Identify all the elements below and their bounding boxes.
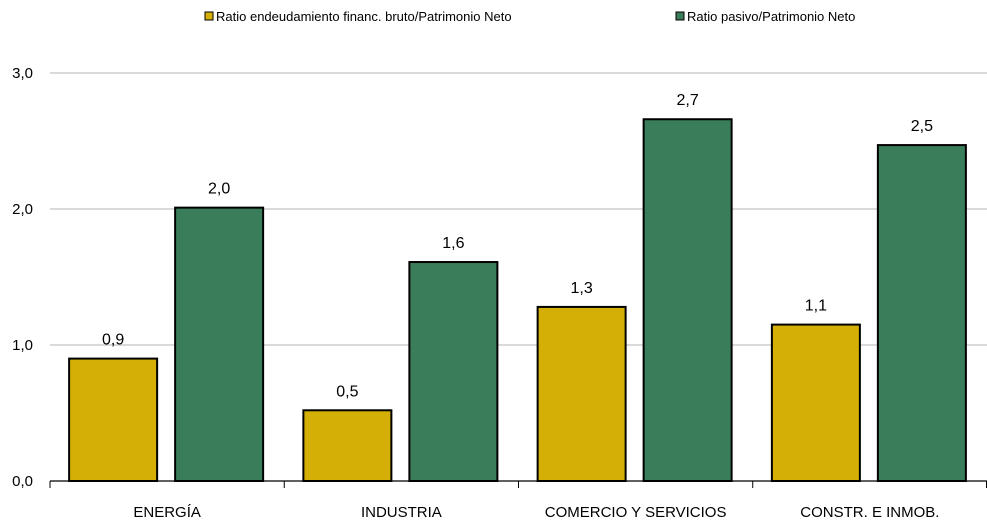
y-axis: 0,0 1,0 2,0 3,0 [12, 65, 33, 490]
x-category-label: INDUSTRIA [361, 504, 442, 521]
data-label: 1,3 [571, 280, 593, 297]
legend-swatch [204, 11, 214, 21]
y-tick-label: 2,0 [12, 201, 33, 218]
x-category-label: ENERGÍA [133, 504, 201, 521]
x-category-label: CONSTR. E INMOB. [800, 504, 939, 521]
bar [536, 305, 627, 483]
data-label: 0,9 [102, 332, 124, 349]
legend-swatch [675, 11, 685, 21]
bar [642, 118, 733, 483]
data-label: 2,7 [677, 92, 699, 109]
bar [770, 323, 861, 482]
bar [408, 261, 499, 483]
bar [302, 409, 393, 482]
y-tick-label: 1,0 [12, 337, 33, 354]
data-label: 1,6 [442, 235, 464, 252]
data-label: 1,1 [805, 298, 827, 315]
y-tick-label: 0,0 [12, 473, 33, 490]
bar [174, 206, 265, 482]
data-label: 0,5 [336, 383, 358, 400]
legend-label: Ratio endeudamiento financ. bruto/Patrim… [216, 9, 512, 24]
y-tick-label: 3,0 [12, 65, 33, 82]
legend-label: Ratio pasivo/Patrimonio Neto [687, 9, 855, 24]
bar [876, 144, 967, 483]
legend: Ratio endeudamiento financ. bruto/Patrim… [204, 9, 855, 24]
x-axis: ENERGÍA INDUSTRIA COMERCIO Y SERVICIOS CONS… [49, 480, 987, 521]
x-category-label: COMERCIO Y SERVICIOS [545, 504, 727, 521]
data-label: 2,5 [911, 118, 933, 135]
bar [68, 357, 159, 483]
data-label: 2,0 [208, 181, 230, 198]
bars: 0,9 2,0 0,5 1,6 1,3 2,7 1,1 2,5 [68, 92, 967, 483]
